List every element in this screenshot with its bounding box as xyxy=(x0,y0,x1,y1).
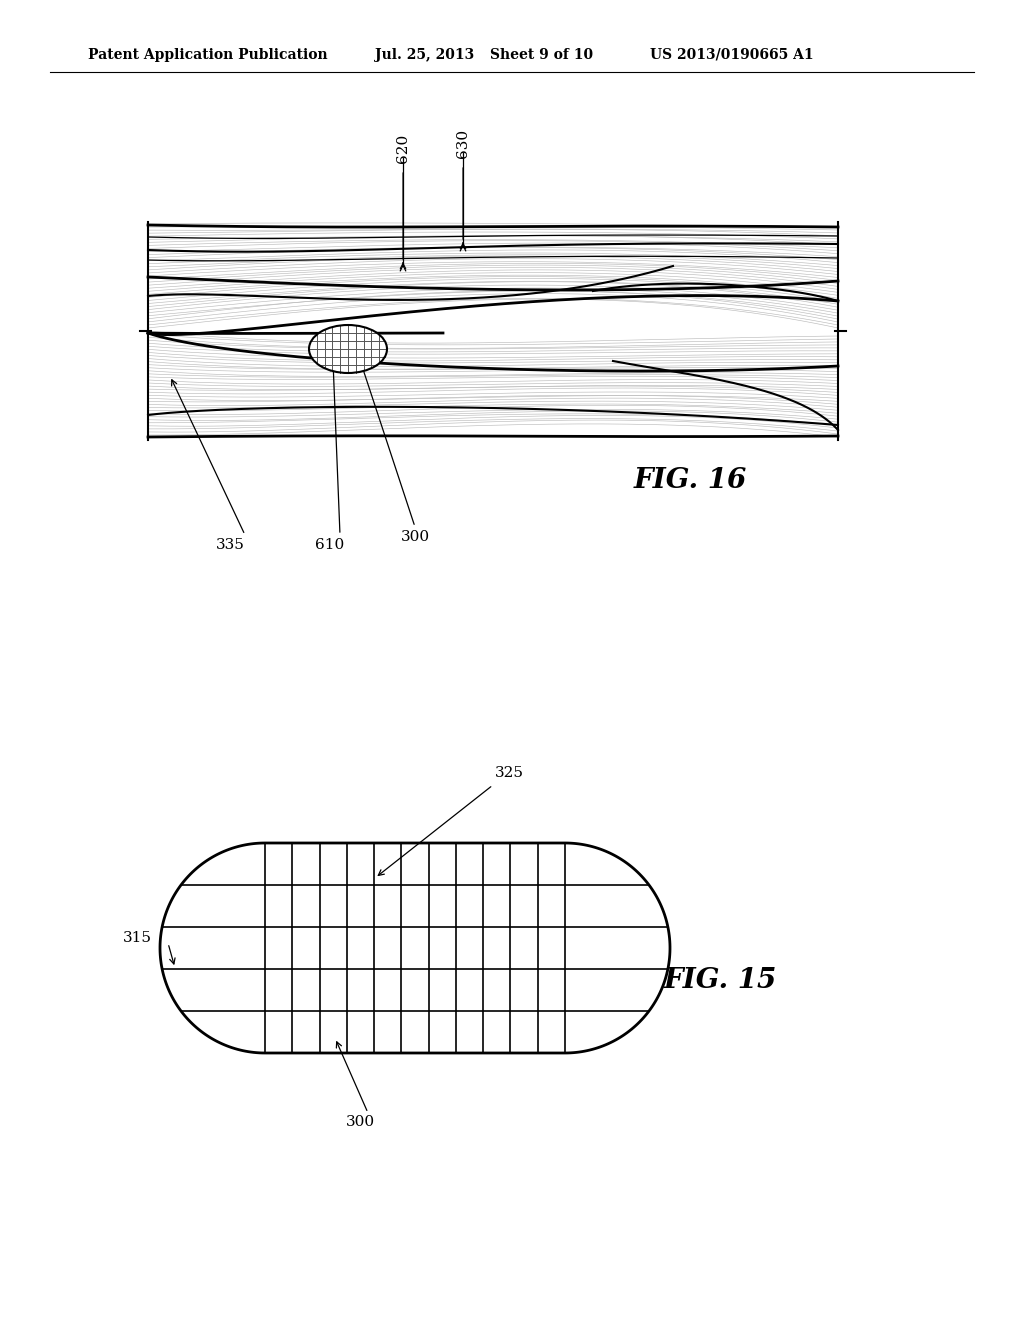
Text: 300: 300 xyxy=(400,531,429,544)
Text: Patent Application Publication: Patent Application Publication xyxy=(88,48,328,62)
Text: 300: 300 xyxy=(345,1115,375,1129)
Text: Sheet 9 of 10: Sheet 9 of 10 xyxy=(490,48,593,62)
Ellipse shape xyxy=(309,325,387,374)
Text: 315: 315 xyxy=(123,931,152,945)
Text: 630: 630 xyxy=(456,128,470,157)
Text: 325: 325 xyxy=(495,766,524,780)
Polygon shape xyxy=(160,843,670,1053)
Text: Jul. 25, 2013: Jul. 25, 2013 xyxy=(375,48,474,62)
Text: FIG. 16: FIG. 16 xyxy=(634,466,746,494)
Text: 620: 620 xyxy=(396,133,410,162)
Text: FIG. 15: FIG. 15 xyxy=(664,966,776,994)
Text: 610: 610 xyxy=(315,539,345,552)
Text: US 2013/0190665 A1: US 2013/0190665 A1 xyxy=(650,48,814,62)
Text: 335: 335 xyxy=(216,539,245,552)
